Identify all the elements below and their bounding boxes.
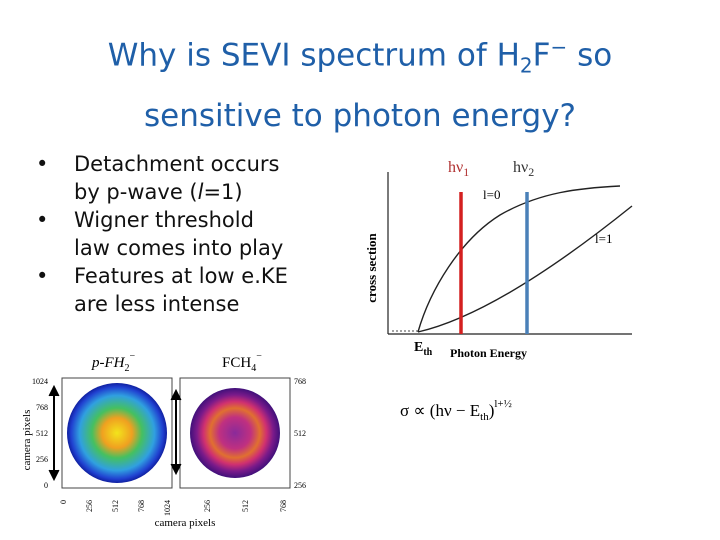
image-tick-label: 768 [294, 377, 306, 386]
right-image-label: FCH4− [222, 351, 262, 374]
image-tick-label: 256 [294, 481, 306, 490]
bullet-text: law comes into play [74, 236, 284, 260]
title-text: so [567, 37, 613, 74]
hv2-label: hν2 [513, 159, 534, 179]
l0-label: l=0 [483, 187, 500, 202]
hv1-label: hν1 [448, 159, 469, 179]
curve-l0 [417, 185, 621, 333]
detector-images: p-FH2− FCH4− camera pixels camera pixels… [21, 351, 306, 529]
bullet: Wigner threshold law comes into play [36, 206, 288, 262]
image-tick-label: 768 [279, 500, 288, 512]
images-x-label: camera pixels [155, 517, 216, 529]
bullet-text: Wigner threshold [74, 208, 254, 232]
bullet: Features at low e.KE are less intense [36, 262, 288, 318]
image-tick-label: 768 [36, 403, 48, 412]
left-image-label: p-FH2− [91, 351, 136, 374]
image-tick-label: 1024 [163, 500, 172, 516]
image-tick-label: 512 [36, 429, 48, 438]
eth-label: Eth [414, 340, 433, 358]
arrow-heads [170, 388, 182, 476]
images-y-label: camera pixels [21, 410, 33, 471]
bullet-italic: l [197, 180, 204, 204]
left-frame [61, 377, 173, 489]
image-tick-label: 256 [203, 500, 212, 512]
bullet-text: by p-wave ( [74, 180, 198, 204]
bullet-text: =1) [203, 180, 243, 204]
right-frame [179, 377, 291, 489]
title-sup: − [550, 35, 568, 59]
title-text: F [532, 37, 551, 74]
l1-label: l=1 [595, 231, 612, 246]
arrow-heads [48, 384, 60, 482]
image-tick-label: 512 [111, 500, 120, 512]
image-tick-label: 768 [137, 500, 146, 512]
left-image [67, 383, 167, 483]
y-label: cross section [364, 233, 379, 303]
title-text: Why is SEVI spectrum of H [107, 37, 520, 74]
x-label: Photon Energy [450, 346, 527, 360]
image-tick-label: 256 [85, 500, 94, 512]
bullet: Detachment occurs by p-wave (l=1) [36, 150, 288, 206]
bullet-list: Detachment occurs by p-wave (l=1) Wigner … [36, 150, 288, 318]
cross-section-plot: hν1 hν2 l=0 l=1 cross section Eth Photon… [364, 159, 633, 423]
formula: σ ∝ (hν − Eth)l+½ [400, 398, 512, 423]
image-tick-label: 512 [294, 429, 306, 438]
bullet-text: Detachment occurs [74, 152, 280, 176]
image-tick-label: 0 [44, 481, 48, 490]
bullet-text: are less intense [74, 292, 240, 316]
image-tick-label: 1024 [32, 377, 48, 386]
image-tick-label: 256 [36, 455, 48, 464]
slide-title: Why is SEVI spectrum of H2F− so sensitiv… [0, 22, 720, 141]
image-tick-label: 512 [241, 500, 250, 512]
title-sub: 2 [519, 53, 533, 78]
right-image [190, 388, 280, 478]
image-tick-label: 0 [59, 500, 68, 504]
curve-l1 [417, 205, 633, 333]
bullet-text: Features at low e.KE [74, 264, 288, 288]
image-ticks: 1024 768 512 256 0 768 512 256 0 256 512 768 1024 256… [32, 377, 306, 516]
title-text: sensitive to photon energy? [143, 97, 577, 134]
